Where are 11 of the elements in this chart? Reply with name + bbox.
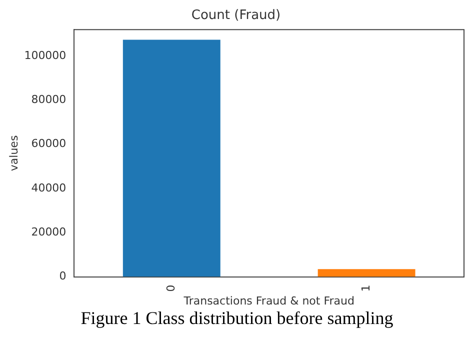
chart-title: Count (Fraud): [191, 8, 281, 24]
y-tick-label: 40000: [31, 181, 66, 194]
y-tick-label: 100000: [24, 48, 66, 62]
y-tick-label: 0: [59, 270, 66, 283]
caption: Figure 1 Class distribution before sampling: [80, 308, 394, 329]
y-axis-title: values: [7, 135, 20, 172]
y-tick-label: 80000: [31, 93, 66, 106]
y-tick-label: 20000: [31, 226, 66, 239]
x-axis-title: Transactions Fraud & not Fraud: [182, 294, 354, 308]
x-tick-label: 1: [359, 284, 372, 292]
y-tick-label: 60000: [31, 137, 66, 150]
